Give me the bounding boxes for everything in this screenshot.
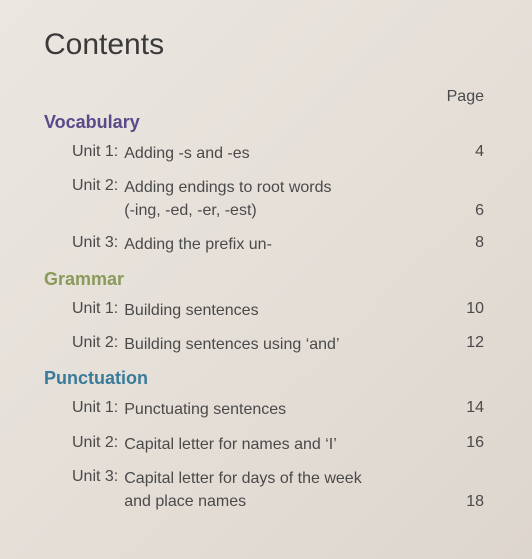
section-title-vocabulary: Vocabulary	[44, 112, 488, 133]
page-column-header: Page	[44, 88, 488, 106]
unit-row: Unit 1:Punctuating sentences14	[44, 399, 488, 421]
unit-label: Unit 2:	[72, 334, 118, 352]
unit-row: Unit 3:Capital letter for days of the we…	[44, 468, 488, 513]
unit-row: Unit 1:Building sentences10	[44, 300, 488, 322]
unit-page-number: 16	[460, 434, 488, 452]
unit-text: Adding -s and -es	[118, 143, 460, 165]
section-title-punctuation: Punctuation	[44, 368, 488, 389]
unit-text: Building sentences using ‘and’	[118, 334, 460, 356]
unit-label: Unit 2:	[72, 177, 118, 195]
unit-text: Punctuating sentences	[118, 399, 460, 421]
sections-container: VocabularyUnit 1:Adding -s and -es4Unit …	[44, 112, 488, 513]
unit-label: Unit 3:	[72, 234, 118, 252]
unit-text: Adding endings to root words(-ing, -ed, …	[118, 177, 460, 222]
unit-page-number: 14	[460, 399, 488, 417]
unit-page-number: 12	[460, 334, 488, 352]
unit-row: Unit 3:Adding the prefix un-8	[44, 234, 488, 256]
unit-text: Building sentences	[118, 300, 460, 322]
unit-label: Unit 3:	[72, 468, 118, 486]
unit-text: Adding the prefix un-	[118, 234, 460, 256]
unit-label: Unit 2:	[72, 434, 118, 452]
unit-page-number: 10	[460, 300, 488, 318]
unit-label: Unit 1:	[72, 300, 118, 318]
section-title-grammar: Grammar	[44, 269, 488, 290]
unit-page-number: 4	[460, 143, 488, 161]
unit-label: Unit 1:	[72, 399, 118, 417]
unit-row: Unit 2:Building sentences using ‘and’12	[44, 334, 488, 356]
unit-text: Capital letter for names and ‘I’	[118, 434, 460, 456]
unit-row: Unit 1:Adding -s and -es4	[44, 143, 488, 165]
unit-label: Unit 1:	[72, 143, 118, 161]
unit-page-number: 8	[460, 234, 488, 252]
unit-row: Unit 2:Adding endings to root words(-ing…	[44, 177, 488, 222]
unit-row: Unit 2:Capital letter for names and ‘I’1…	[44, 434, 488, 456]
unit-page-number: 18	[460, 493, 488, 513]
unit-text: Capital letter for days of the weekand p…	[118, 468, 460, 513]
unit-page-number: 6	[460, 202, 488, 222]
contents-title: Contents	[44, 28, 488, 62]
